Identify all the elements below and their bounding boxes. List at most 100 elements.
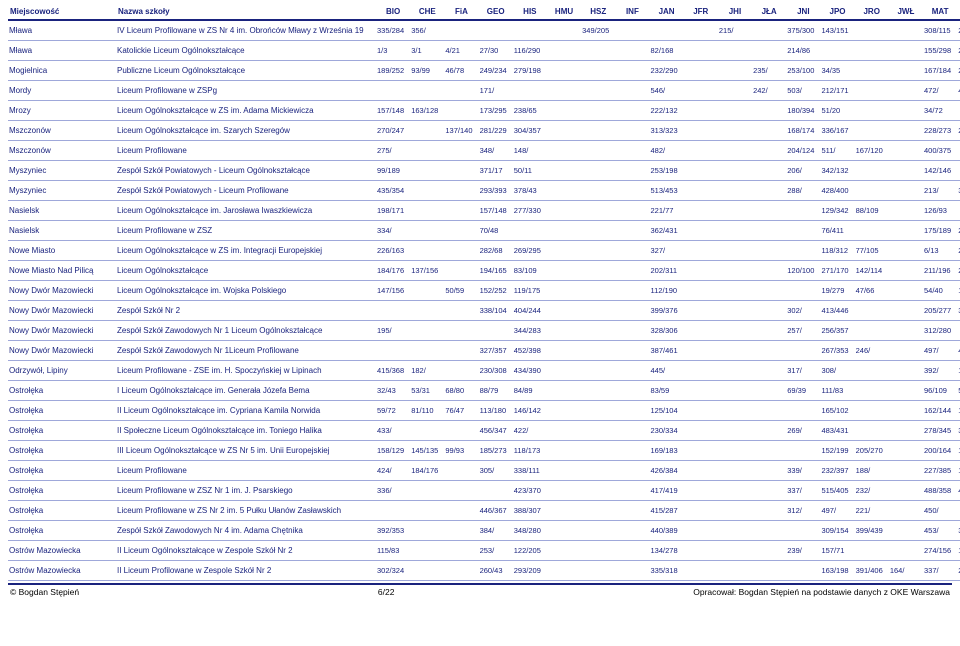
cell-value <box>615 541 649 561</box>
cell-value: 137/140 <box>444 121 478 141</box>
cell-value <box>855 301 889 321</box>
cell-value <box>376 81 410 101</box>
cell-loc: Ostrołęka <box>8 481 116 501</box>
table-row: Nowe MiastoLiceum Ogólnokształcące w ZS … <box>8 241 960 261</box>
cell-value: 230/308 <box>479 361 513 381</box>
cell-value <box>615 221 649 241</box>
cell-value: 211/196 <box>923 261 957 281</box>
cell-value <box>581 341 615 361</box>
cell-value: 503/ <box>786 81 820 101</box>
cell-loc: Ostrów Mazowiecka <box>8 561 116 581</box>
cell-value: 83/59 <box>650 381 684 401</box>
cell-value: 271/170 <box>820 261 854 281</box>
cell-value <box>752 361 786 381</box>
col-subject: JFR <box>684 4 718 20</box>
table-row: Odrzywół, LipinyLiceum Profilowane - ZSE… <box>8 361 960 381</box>
cell-value: 69/39 <box>786 381 820 401</box>
col-subject: HMU <box>547 4 581 20</box>
cell-value: 308/ <box>820 361 854 381</box>
col-subject: GEO <box>479 4 513 20</box>
cell-value: 152/252 <box>479 281 513 301</box>
cell-value <box>718 541 752 561</box>
cell-value: 335/284 <box>376 20 410 41</box>
cell-value <box>581 401 615 421</box>
cell-name: II Społeczne Liceum Ogólnokształcące im.… <box>116 421 376 441</box>
cell-value <box>581 141 615 161</box>
footer-left: © Bogdan Stępień <box>10 587 79 597</box>
cell-loc: Nowy Dwór Mazowiecki <box>8 341 116 361</box>
cell-value: 338/111 <box>513 461 547 481</box>
cell-value <box>752 381 786 401</box>
cell-value <box>581 81 615 101</box>
cell-value: 452/398 <box>513 341 547 361</box>
table-row: OstrołękaI Liceum Ogólnokształcące im. G… <box>8 381 960 401</box>
cell-value: 204/124 <box>786 141 820 161</box>
cell-value: 157/148 <box>479 201 513 221</box>
cell-value <box>752 341 786 361</box>
cell-value: 167/184 <box>923 61 957 81</box>
cell-value <box>479 20 513 41</box>
cell-value <box>547 541 581 561</box>
cell-value <box>889 20 923 41</box>
cell-value <box>684 401 718 421</box>
cell-value: 147/156 <box>376 281 410 301</box>
cell-value <box>786 561 820 581</box>
cell-value: 111/83 <box>820 381 854 401</box>
cell-value: 239/ <box>786 541 820 561</box>
cell-value: 413/446 <box>820 301 854 321</box>
cell-value: 157/71 <box>820 541 854 561</box>
table-row: Nowy Dwór MazowieckiZespół Szkół Zawodow… <box>8 321 960 341</box>
cell-value: 488/358 <box>923 481 957 501</box>
cell-name: Liceum Profilowane w ZSZ <box>116 221 376 241</box>
cell-value: 256/357 <box>820 321 854 341</box>
cell-value: 228/273 <box>923 121 957 141</box>
cell-value <box>855 161 889 181</box>
cell-value: 198/171 <box>376 201 410 221</box>
cell-value <box>615 161 649 181</box>
cell-value: 453/ <box>923 521 957 541</box>
cell-value <box>547 181 581 201</box>
cell-value: 47/66 <box>855 281 889 301</box>
cell-value <box>444 221 478 241</box>
cell-value: 497/ <box>923 341 957 361</box>
cell-value <box>889 101 923 121</box>
cell-value <box>615 81 649 101</box>
cell-value <box>752 141 786 161</box>
cell-value <box>581 241 615 261</box>
col-subject: JHI <box>718 4 752 20</box>
cell-value: 388/307 <box>513 501 547 521</box>
cell-value <box>786 201 820 221</box>
cell-value <box>547 20 581 41</box>
cell-value: 342/132 <box>820 161 854 181</box>
cell-value <box>547 321 581 341</box>
cell-value: 293/393 <box>479 181 513 201</box>
cell-value <box>547 121 581 141</box>
cell-value <box>855 181 889 201</box>
col-subject: JPO <box>820 4 854 20</box>
table-row: OstrołękaLiceum Profilowane w ZSZ Nr 1 i… <box>8 481 960 501</box>
cell-value: 142/146 <box>923 161 957 181</box>
cell-value <box>444 541 478 561</box>
cell-loc: Ostrołęka <box>8 421 116 441</box>
cell-value <box>718 321 752 341</box>
cell-value: 339/ <box>786 461 820 481</box>
cell-value: 305/ <box>479 461 513 481</box>
cell-value <box>615 201 649 221</box>
cell-name: Liceum Ogólnokształcące im. Jarosława Iw… <box>116 201 376 221</box>
cell-value <box>444 461 478 481</box>
cell-value: 59/72 <box>376 401 410 421</box>
cell-value: 384/ <box>479 521 513 541</box>
cell-value: 145/135 <box>410 441 444 461</box>
cell-value <box>547 201 581 221</box>
cell-value <box>684 20 718 41</box>
cell-value: 249/234 <box>479 61 513 81</box>
cell-value <box>752 441 786 461</box>
cell-value: 34/72 <box>923 101 957 121</box>
cell-value: 76/411 <box>820 221 854 241</box>
cell-value <box>718 561 752 581</box>
cell-value <box>581 561 615 581</box>
cell-value: 125/104 <box>650 401 684 421</box>
cell-value <box>855 361 889 381</box>
cell-value: 253/100 <box>786 61 820 81</box>
cell-value: 113/180 <box>479 401 513 421</box>
